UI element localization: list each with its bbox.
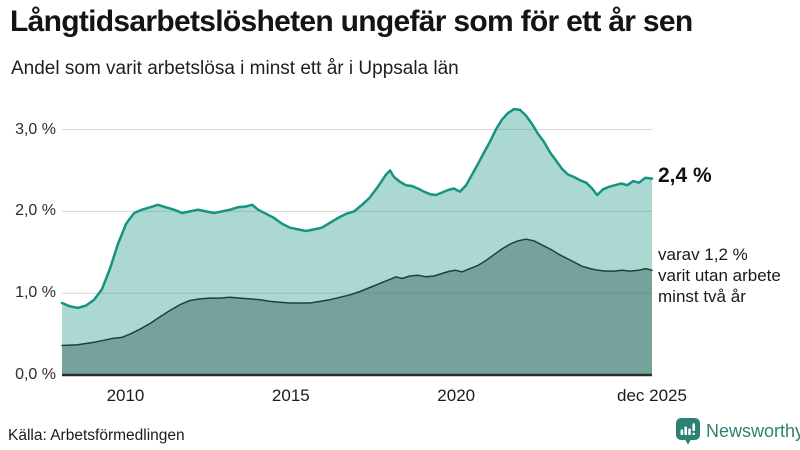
newsworthy-wordmark: Newsworthy bbox=[706, 421, 800, 441]
newsworthy-logo: Newsworthy bbox=[676, 418, 800, 445]
secondary-value-line3: minst två år bbox=[658, 287, 746, 306]
x-tick-label: 2015 bbox=[271, 386, 310, 405]
secondary-value-line2: varit utan arbete bbox=[658, 266, 781, 285]
x-tick-label: dec 2025 bbox=[617, 386, 687, 405]
y-tick-label: 3,0 % bbox=[15, 120, 56, 138]
page-title: Långtidsarbetslösheten ungefär som för e… bbox=[10, 5, 693, 38]
y-tick-label: 2,0 % bbox=[15, 202, 56, 220]
y-tick-label: 1,0 % bbox=[15, 284, 56, 302]
latest-value-label: 2,4 % bbox=[658, 164, 712, 187]
x-tick-label: 2010 bbox=[106, 386, 145, 405]
source-note: Källa: Arbetsförmedlingen bbox=[8, 427, 185, 444]
x-tick-label: 2020 bbox=[437, 386, 476, 405]
y-tick-label: 0,0 % bbox=[15, 366, 56, 383]
chart-subtitle: Andel som varit arbetslösa i minst ett å… bbox=[11, 58, 459, 79]
secondary-value-line1: varav 1,2 % bbox=[658, 245, 748, 264]
secondary-value-label: varav 1,2 % varit utan arbete minst två … bbox=[658, 244, 781, 307]
newsworthy-icon bbox=[676, 418, 700, 445]
